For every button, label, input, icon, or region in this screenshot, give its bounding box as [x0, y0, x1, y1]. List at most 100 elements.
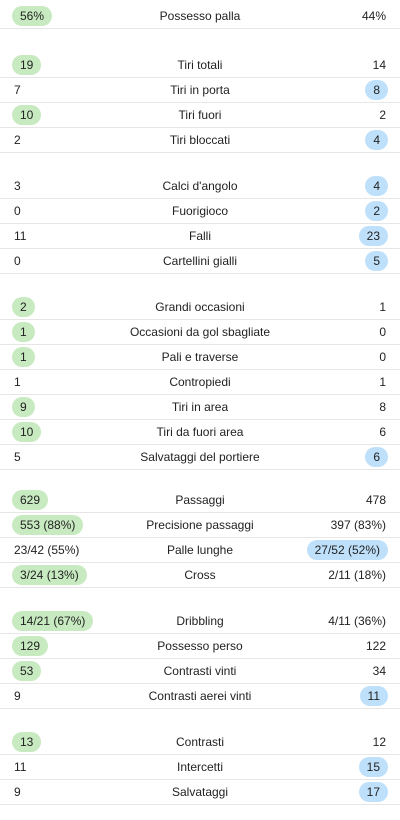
away-value: 4	[365, 128, 388, 152]
home-value: 13	[12, 730, 42, 754]
home-value-highlight: 56%	[12, 6, 53, 26]
stat-group-generale: Calci d'angolo 3 4 Fuorigioco 0 2 Falli 11 23 Car…	[0, 174, 400, 274]
stat-label: Occasioni da gol sbagliate	[129, 325, 271, 339]
stat-label: Salvataggi del portiere	[140, 450, 260, 464]
home-value-highlight: 19	[12, 55, 42, 75]
stat-label: Palle lunghe	[166, 543, 234, 557]
home-value-highlight: 629	[12, 490, 49, 510]
home-value: 7	[12, 78, 23, 102]
home-value: 2	[12, 295, 35, 319]
home-value-highlight: 53	[12, 661, 42, 681]
away-value: 2/11 (18%)	[326, 563, 388, 587]
away-value-highlight: 6	[365, 447, 388, 467]
home-value: 11	[12, 755, 28, 779]
stat-label: Tiri bloccati	[169, 133, 231, 147]
away-value-text: 1	[379, 375, 386, 389]
home-value-highlight: 10	[12, 422, 42, 442]
stat-row: Pali e traverse 1 0	[0, 345, 400, 370]
stat-row: Tiri in porta 7 8	[0, 78, 400, 103]
away-value: 4/11 (36%)	[326, 609, 388, 633]
home-value: 9	[12, 395, 35, 419]
home-value: 129	[12, 634, 49, 658]
home-value: 629	[12, 488, 49, 512]
away-value-highlight: 17	[358, 782, 388, 802]
stat-row: Palle lunghe 23/42 (55%) 27/52 (52%)	[0, 538, 400, 563]
away-value-text: 0	[379, 325, 386, 339]
away-value: 12	[371, 730, 388, 754]
away-value-text: 0	[379, 350, 386, 364]
home-value-text: 3	[14, 179, 21, 193]
away-value-highlight: 4	[365, 130, 388, 150]
stat-row: Calci d'angolo 3 4	[0, 174, 400, 199]
away-value-text: 6	[379, 425, 386, 439]
away-value: 17	[358, 780, 388, 804]
stat-group-passaggi: Passaggi 629 478 Precisione passaggi 553 (88…	[0, 488, 400, 588]
home-value-text: 11	[14, 760, 27, 774]
stat-label: Precisione passaggi	[146, 518, 254, 532]
away-value: 0	[377, 345, 388, 369]
stat-group-duelli: Dribbling 14/21 (67%) 4/11 (36%) Possesso p…	[0, 609, 400, 709]
home-value-text: 9	[14, 785, 21, 799]
home-value-highlight: 10	[12, 105, 42, 125]
away-value-text: 34	[372, 664, 386, 678]
stat-label: Possesso perso	[157, 639, 243, 653]
stat-label: Grandi occasioni	[155, 300, 245, 314]
away-value: 4	[365, 174, 388, 198]
stat-row: Contrasti vinti 53 34	[0, 659, 400, 684]
stat-row: Precisione passaggi 553 (88%) 397 (83%)	[0, 513, 400, 538]
stat-group-attacco: Grandi occasioni 2 1 Occasioni da gol sbagl…	[0, 295, 400, 470]
stat-row: Occasioni da gol sbagliate 1 0	[0, 320, 400, 345]
away-value: 14	[371, 53, 388, 77]
away-value: 397 (83%)	[329, 513, 388, 537]
away-value: 0	[377, 320, 388, 344]
home-value-highlight: 2	[12, 297, 35, 317]
home-value-highlight: 1	[12, 347, 35, 367]
home-value: 56%	[12, 4, 53, 28]
stat-row: Grandi occasioni 2 1	[0, 295, 400, 320]
home-value-highlight: 13	[12, 732, 42, 752]
away-value: 8	[377, 395, 388, 419]
stat-label: Cross	[184, 568, 216, 582]
stat-row: Cross 3/24 (13%) 2/11 (18%)	[0, 563, 400, 588]
stat-label: Tiri da fuori area	[156, 425, 244, 439]
stat-row: Falli 11 23	[0, 224, 400, 249]
stat-row: Cartellini gialli 0 5	[0, 249, 400, 274]
stat-label: Cartellini gialli	[162, 254, 238, 268]
home-value: 9	[12, 684, 23, 708]
away-value: 8	[365, 78, 388, 102]
home-value-text: 2	[14, 133, 21, 147]
away-value: 44%	[360, 4, 388, 28]
stat-row: Tiri bloccati 2 4	[0, 128, 400, 153]
home-value-text: 9	[14, 689, 21, 703]
stat-group-possesso: Possesso palla 56% 44%	[0, 4, 400, 29]
home-value-text: 7	[14, 83, 21, 97]
home-value: 23/42 (55%)	[12, 538, 81, 562]
stat-row: Passaggi 629 478	[0, 488, 400, 513]
away-value-highlight: 4	[365, 176, 388, 196]
away-value-highlight: 2	[365, 201, 388, 221]
away-value: 2	[377, 103, 388, 127]
home-value: 5	[12, 445, 23, 469]
away-value: 27/52 (52%)	[306, 538, 388, 562]
stat-row: Tiri fuori 10 2	[0, 103, 400, 128]
home-value-highlight: 14/21 (67%)	[12, 611, 94, 631]
stat-row: Salvataggi del portiere 5 6	[0, 445, 400, 470]
stat-row: Contropiedi 1 1	[0, 370, 400, 395]
away-value-text: 12	[372, 735, 386, 749]
stat-label: Contropiedi	[169, 375, 231, 389]
stat-label: Tiri totali	[177, 58, 223, 72]
away-value-highlight: 8	[365, 80, 388, 100]
stat-row: Fuorigioco 0 2	[0, 199, 400, 224]
stat-group-difesa: Contrasti 13 12 Intercetti 11 15 Salvataggi 9 17	[0, 730, 400, 805]
home-value-highlight: 3/24 (13%)	[12, 565, 87, 585]
away-value: 122	[364, 634, 388, 658]
stat-label: Salvataggi	[171, 785, 229, 799]
away-value: 23	[358, 224, 388, 248]
stat-label: Fuorigioco	[171, 204, 229, 218]
home-value: 0	[12, 249, 23, 273]
home-value: 53	[12, 659, 42, 683]
home-value: 11	[12, 224, 28, 248]
home-value: 10	[12, 420, 42, 444]
stat-row: Intercetti 11 15	[0, 755, 400, 780]
away-value-highlight: 5	[365, 251, 388, 271]
